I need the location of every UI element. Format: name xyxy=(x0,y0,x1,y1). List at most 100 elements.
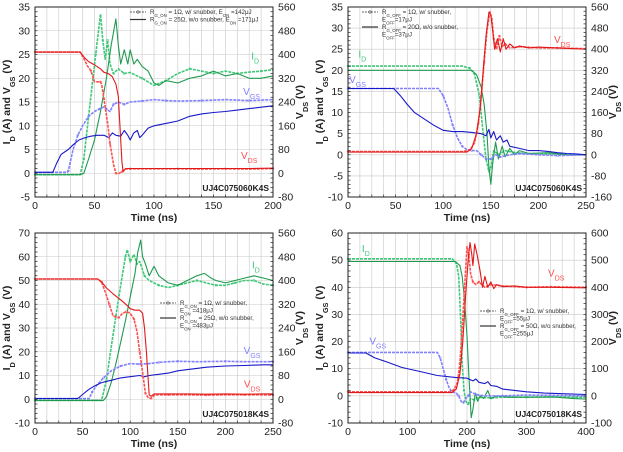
legend-text-energy: EOFF=37μJ xyxy=(382,32,412,41)
grid xyxy=(35,7,273,197)
x-tick-label: 100 xyxy=(399,426,417,438)
y-left-tick-label: 20 xyxy=(331,65,343,77)
y-left-axis-label: ID (A) and VGS (V) xyxy=(314,60,330,145)
data-point xyxy=(468,67,472,70)
part-number-label: UJ4C075060K4S xyxy=(202,183,269,193)
annotation-vds: VDS xyxy=(244,379,261,393)
data-point xyxy=(144,392,147,395)
data-point xyxy=(132,317,136,321)
x-axis-label: Time (ns) xyxy=(444,212,490,224)
y-left-tick-label: 30 xyxy=(18,323,30,335)
annotation-id: ID xyxy=(358,50,366,64)
data-point xyxy=(471,280,475,284)
data-point xyxy=(125,310,128,313)
y-left-tick-label: 20 xyxy=(331,336,343,348)
legend-entry: RG_ON = 1Ω, w/ snubber, EON =142μJ xyxy=(130,9,252,18)
data-point xyxy=(112,72,115,75)
legend-text-energy: EOFF=17μJ xyxy=(382,17,412,26)
data-point xyxy=(123,103,126,106)
data-point xyxy=(102,376,105,380)
y-left-tick-label: 35 xyxy=(18,2,30,14)
data-point xyxy=(90,390,94,394)
y-left-tick-label: -10 xyxy=(328,192,343,204)
data-point xyxy=(195,279,199,282)
data-point xyxy=(157,284,160,287)
legend: RG_ON = 1Ω, w/ snubber, EON =142μJRG_ON … xyxy=(130,9,259,25)
data-point xyxy=(140,77,144,80)
data-point xyxy=(117,316,120,319)
data-point xyxy=(444,378,448,381)
y-right-tick-label: 500 xyxy=(591,255,609,267)
x-axis-label: Time (ns) xyxy=(444,438,490,450)
data-point xyxy=(138,350,141,353)
x-tick-label: 200 xyxy=(530,200,548,212)
data-point xyxy=(212,72,215,75)
x-tick-label: 400 xyxy=(577,426,595,438)
data-point xyxy=(214,284,218,287)
y-right-tick-label: 320 xyxy=(591,65,609,77)
y-right-tick-label: 160 xyxy=(278,346,296,358)
legend-entry: RG_OFF = 20Ω, w/o snubber,EOFF=37μJ xyxy=(362,24,458,40)
y-left-tick-label: 70 xyxy=(18,228,30,240)
y-right-tick-label: 240 xyxy=(278,97,296,109)
data-point xyxy=(462,401,465,404)
y-left-tick-label: 60 xyxy=(331,228,343,240)
series-id-without-snubber xyxy=(348,260,587,419)
x-tick-label: 100 xyxy=(434,200,452,212)
part-number-label: UJ4C075018K4S xyxy=(202,409,269,419)
data-point xyxy=(498,34,501,38)
data-point xyxy=(114,172,118,175)
y-left-tick-label: -5 xyxy=(21,192,30,204)
data-point xyxy=(259,69,263,73)
grid xyxy=(348,233,586,423)
data-point xyxy=(124,255,127,258)
data-point xyxy=(466,402,470,406)
y-right-tick-label: 400 xyxy=(591,282,609,294)
panel-turn-off-018: -100102030405060-10001002003004005006000… xyxy=(314,228,623,451)
data-point xyxy=(108,142,112,145)
data-point xyxy=(67,169,70,173)
series-id-with-snubber xyxy=(35,13,274,176)
data-point xyxy=(101,39,105,42)
legend-entry: RG_OFF = 1Ω, w/ snubber,EOFF=17μJ xyxy=(362,9,451,25)
y-right-tick-label: 480 xyxy=(278,251,296,263)
part-number-label: UJ4C075018K4S xyxy=(515,409,582,419)
data-point xyxy=(478,94,481,97)
series-id-with-snubber xyxy=(35,248,274,402)
y-left-tick-label: 15 xyxy=(18,97,30,109)
y-left-tick-label: 25 xyxy=(18,49,30,61)
x-tick-label: 0 xyxy=(345,200,351,212)
data-point xyxy=(477,280,481,284)
y-right-tick-label: 0 xyxy=(591,149,597,161)
y-left-tick-label: 10 xyxy=(18,370,30,382)
data-point xyxy=(518,152,521,155)
y-right-axis-label: VDS (V) xyxy=(607,85,623,119)
y-right-tick-label: 0 xyxy=(591,390,597,402)
data-point xyxy=(451,124,454,127)
x-tick-label: 50 xyxy=(89,200,101,212)
data-point xyxy=(106,39,109,42)
data-point xyxy=(89,69,93,73)
series-vds-without-snubber xyxy=(348,11,587,153)
y-right-tick-label: 160 xyxy=(278,120,296,132)
y-left-axis-label: ID (A) and VGS (V) xyxy=(1,286,17,371)
data-point xyxy=(188,67,191,70)
x-tick-label: 150 xyxy=(205,200,223,212)
y-right-tick-label: 400 xyxy=(278,49,296,61)
annotation-vgs: VGS xyxy=(369,336,386,350)
legend-text-energy: EOFF=255μJ xyxy=(500,331,533,340)
data-point xyxy=(466,394,470,398)
data-point xyxy=(123,72,126,75)
y-right-tick-label: 80 xyxy=(278,144,290,156)
x-tick-label: 0 xyxy=(345,426,351,438)
y-left-tick-label: 0 xyxy=(337,390,343,402)
legend-text: RG_ON = 1Ω, w/ snubber, EON =142μJ xyxy=(150,9,252,18)
data-point xyxy=(82,157,85,161)
legend-text: RG_ON = 25Ω, w/o snubber, xyxy=(180,315,254,324)
y-left-tick-label: 30 xyxy=(331,23,343,35)
data-point xyxy=(501,394,504,398)
data-point xyxy=(129,260,132,263)
legend-marker xyxy=(166,301,170,305)
y-right-tick-label: 100 xyxy=(591,363,609,375)
y-left-axis-label: ID (A) and VGS (V) xyxy=(1,60,17,145)
